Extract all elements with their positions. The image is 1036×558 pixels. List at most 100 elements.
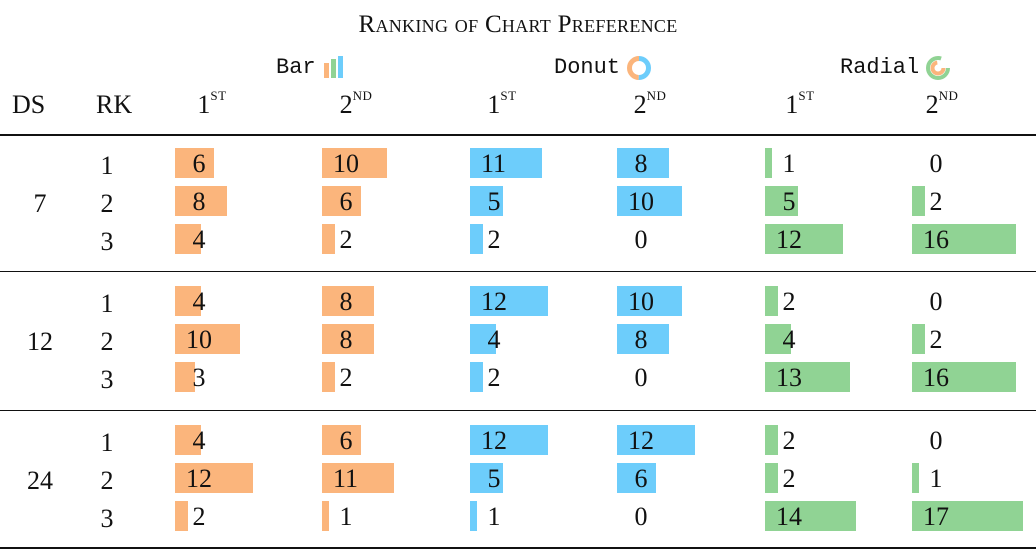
value-bar xyxy=(470,501,477,531)
value-bar xyxy=(617,186,682,216)
value-label: 4 xyxy=(192,287,206,316)
value-label: 0 xyxy=(929,426,943,455)
rk-label: 1 xyxy=(100,289,114,318)
value-bar xyxy=(765,324,791,354)
value-label: 11 xyxy=(333,464,359,493)
header-donut-label: Donut xyxy=(554,54,621,80)
group-separator xyxy=(0,410,1036,411)
rank-header-suffix: ND xyxy=(646,88,667,103)
rk-label: 1 xyxy=(100,428,114,457)
ds-column-header: DS xyxy=(12,90,46,119)
rk-label: 2 xyxy=(100,327,114,356)
value-label: 2 xyxy=(782,464,796,493)
rk-label: 1 xyxy=(100,151,114,180)
value-bar xyxy=(470,463,503,493)
rank-header-number: 2 xyxy=(633,90,647,119)
value-label: 4 xyxy=(487,325,501,354)
radial-chart-icon xyxy=(925,55,951,80)
value-label: 16 xyxy=(923,225,949,254)
bar-chart-icon xyxy=(322,55,346,79)
value-label: 0 xyxy=(634,502,648,531)
value-label: 4 xyxy=(782,325,796,354)
rank-header-number: 1 xyxy=(197,90,211,119)
rank-header-number: 2 xyxy=(925,90,939,119)
value-label: 5 xyxy=(487,464,501,493)
group-separator xyxy=(0,271,1036,272)
value-label: 12 xyxy=(628,426,654,455)
value-label: 4 xyxy=(192,426,206,455)
rank-header-number: 1 xyxy=(487,90,501,119)
value-bar xyxy=(912,501,1023,531)
value-bar xyxy=(175,324,240,354)
value-bar xyxy=(617,425,695,455)
value-label: 17 xyxy=(923,502,949,531)
value-bar xyxy=(470,324,496,354)
rank-header-bar-2nd: 2ND xyxy=(296,88,416,120)
rk-label: 3 xyxy=(100,365,114,394)
value-label: 6 xyxy=(339,426,353,455)
rank-header-radial-1st: 1ST xyxy=(740,88,860,120)
value-label: 6 xyxy=(192,149,206,178)
value-label: 12 xyxy=(481,287,507,316)
value-label: 1 xyxy=(929,464,943,493)
header-donut: Donut xyxy=(554,52,652,82)
rank-header-radial-2nd: 2ND xyxy=(882,88,1002,120)
rank-header-number: 1 xyxy=(785,90,799,119)
value-label: 1 xyxy=(339,502,353,531)
value-bar xyxy=(175,463,253,493)
value-label: 0 xyxy=(929,287,943,316)
value-label: 6 xyxy=(339,187,353,216)
value-bar xyxy=(765,501,856,531)
value-label: 8 xyxy=(192,187,206,216)
value-bar xyxy=(322,501,329,531)
value-bar xyxy=(322,463,394,493)
value-bar xyxy=(617,148,669,178)
value-label: 0 xyxy=(929,149,943,178)
rank-header-donut-1st: 1ST xyxy=(442,88,562,120)
value-label: 12 xyxy=(186,464,212,493)
value-bar xyxy=(617,286,682,316)
value-bar xyxy=(765,148,772,178)
value-bar xyxy=(470,186,503,216)
value-bar xyxy=(470,224,483,254)
value-bar xyxy=(175,224,201,254)
value-label: 1 xyxy=(782,149,796,178)
value-bar xyxy=(765,425,778,455)
rk-label: 3 xyxy=(100,227,114,256)
value-label: 2 xyxy=(929,187,943,216)
value-label: 1 xyxy=(487,502,501,531)
rank-header-bar-1st: 1ST xyxy=(152,88,272,120)
rank-header-suffix: ND xyxy=(352,88,373,103)
value-bar xyxy=(765,186,798,216)
header-rule xyxy=(0,134,1036,136)
value-label: 2 xyxy=(782,287,796,316)
value-label: 2 xyxy=(339,225,353,254)
value-bar xyxy=(912,186,925,216)
ds-label: 7 xyxy=(33,189,47,218)
rank-header-suffix: ST xyxy=(210,88,227,103)
value-bar xyxy=(175,148,214,178)
header-radial: Radial xyxy=(840,52,951,82)
value-label: 16 xyxy=(923,363,949,392)
value-label: 4 xyxy=(192,225,206,254)
ds-label: 12 xyxy=(27,327,53,356)
value-bar xyxy=(175,286,201,316)
value-bar xyxy=(322,324,374,354)
rank-header-suffix: ND xyxy=(938,88,959,103)
bottom-rule xyxy=(0,547,1036,549)
rk-label: 2 xyxy=(100,189,114,218)
value-bar xyxy=(912,362,1016,392)
value-label: 5 xyxy=(782,187,796,216)
value-bar xyxy=(322,224,335,254)
value-label: 2 xyxy=(487,363,501,392)
value-bar xyxy=(912,463,919,493)
header-bar: Bar xyxy=(276,52,346,82)
value-bar xyxy=(175,501,188,531)
value-label: 10 xyxy=(628,187,654,216)
value-label: 10 xyxy=(333,149,359,178)
value-label: 2 xyxy=(192,502,206,531)
value-label: 0 xyxy=(634,363,648,392)
value-label: 6 xyxy=(634,464,648,493)
value-bar xyxy=(912,324,925,354)
rk-label: 2 xyxy=(100,466,114,495)
